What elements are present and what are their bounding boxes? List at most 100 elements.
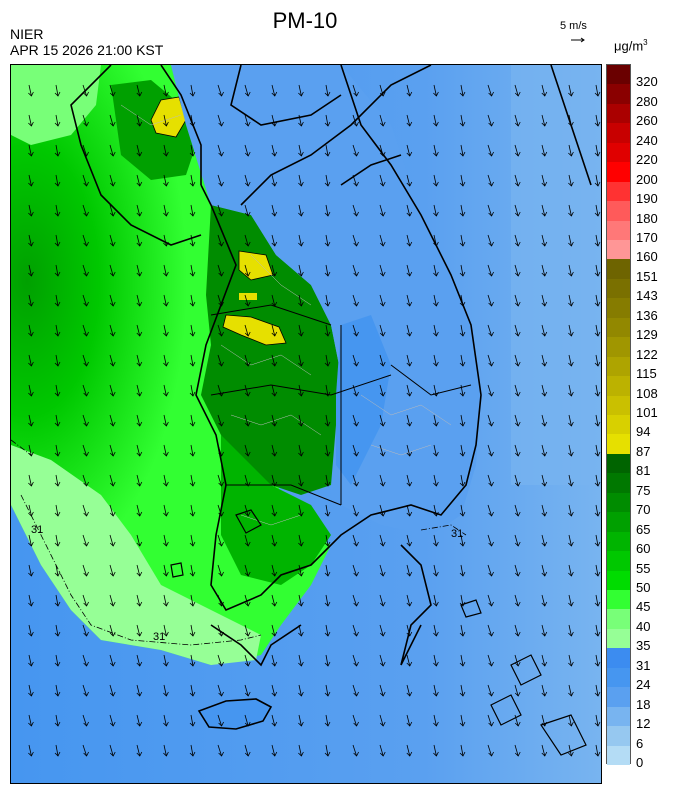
legend-swatch: [607, 240, 630, 260]
wind-arrow-icon: [514, 474, 521, 487]
wind-arrow-icon: [244, 84, 251, 97]
wind-arrow-icon: [459, 624, 466, 637]
wind-arrow-icon: [541, 174, 548, 187]
wind-arrow-icon: [244, 594, 251, 607]
wind-arrow-icon: [271, 114, 278, 127]
legend-swatch: [607, 531, 630, 552]
wind-arrow-icon: [244, 174, 251, 187]
wind-arrow-icon: [594, 564, 601, 577]
wind-arrow-icon: [352, 504, 359, 517]
wind-arrow-icon: [136, 144, 143, 157]
wind-arrow-icon: [352, 474, 359, 487]
wind-arrow-icon: [487, 564, 494, 577]
wind-arrow-icon: [541, 744, 548, 757]
wind-arrow-icon: [379, 504, 386, 517]
wind-arrow-icon: [271, 474, 278, 487]
wind-arrow-icon: [459, 264, 466, 277]
wind-arrow-icon: [163, 204, 169, 217]
wind-arrow-icon: [406, 594, 413, 607]
wind-arrow-icon: [379, 744, 386, 757]
wind-arrow-icon: [487, 684, 494, 697]
wind-arrow-icon: [271, 684, 278, 697]
wind-arrow-icon: [271, 624, 278, 637]
wind-arrow-icon: [459, 234, 466, 247]
wind-arrow-icon: [217, 264, 224, 277]
wind-arrow-icon: [459, 744, 466, 757]
wind-arrow-icon: [406, 234, 413, 247]
wind-arrow-icon: [298, 684, 304, 697]
wind-reference-label: 5 m/s: [560, 20, 587, 32]
wind-arrow-icon: [54, 444, 61, 457]
wind-arrow-icon: [54, 204, 61, 217]
wind-arrow-icon: [324, 684, 331, 697]
legend-swatch: [607, 590, 630, 610]
wind-arrow-icon: [189, 564, 196, 577]
wind-arrow-icon: [82, 294, 89, 307]
contour-31-lines: [11, 439, 467, 646]
legend-swatch: [607, 609, 630, 630]
wind-arrow-icon: [82, 264, 89, 277]
wind-arrow-icon: [406, 744, 413, 757]
wind-arrow-icon: [487, 474, 494, 487]
wind-arrow-icon: [541, 234, 548, 247]
wind-arrow-icon: [82, 714, 89, 727]
wind-arrow-icon: [271, 84, 278, 97]
wind-arrow-icon: [568, 294, 574, 307]
wind-arrow-icon: [109, 354, 116, 367]
wind-arrow-icon: [217, 144, 224, 157]
wind-arrow-icon: [189, 534, 196, 547]
wind-arrow-icon: [352, 534, 359, 547]
northwest-light-zone: [11, 65, 101, 145]
wind-arrow-icon: [324, 84, 331, 97]
wind-arrow-icon: [163, 174, 169, 187]
wind-arrow-icon: [459, 144, 466, 157]
legend-label: 122: [636, 346, 658, 362]
wind-arrow-icon: [487, 84, 494, 97]
wind-arrow-icon: [217, 414, 224, 427]
wind-arrow-icon: [298, 354, 304, 367]
wind-arrow-icon: [109, 204, 116, 217]
wind-arrow-icon: [541, 114, 548, 127]
wind-arrow-icon: [324, 294, 331, 307]
wind-arrow-icon: [324, 594, 331, 607]
wind-arrow-icon: [406, 114, 413, 127]
wind-arrow-icon: [568, 324, 574, 337]
legend-label: 151: [636, 268, 658, 284]
wind-arrow-icon: [324, 744, 331, 757]
wind-arrow-icon: [514, 654, 521, 667]
wind-arrow-icon: [54, 324, 61, 337]
legend-swatch: [607, 65, 630, 85]
legend-label: 108: [636, 385, 658, 401]
wind-arrow-icon: [109, 564, 116, 577]
wind-arrow-icon: [379, 174, 386, 187]
wind-arrow-icon: [136, 744, 143, 757]
wind-arrow-icon: [541, 144, 548, 157]
wind-arrow-icon: [109, 534, 116, 547]
wind-arrow-icon: [189, 234, 196, 247]
legend-label: 101: [636, 405, 658, 420]
wind-arrow-icon: [594, 174, 601, 187]
wind-arrow-icon: [271, 174, 278, 187]
wind-arrow-icon: [568, 354, 574, 367]
wind-arrow-icon: [163, 144, 169, 157]
wind-arrow-icon: [244, 144, 251, 157]
wind-reference-arrow-icon: [571, 37, 585, 43]
wind-arrow-icon: [163, 714, 169, 727]
wind-arrow-icon: [568, 444, 574, 457]
wind-arrow-icon: [594, 624, 601, 637]
wind-arrow-icon: [189, 204, 196, 217]
wind-arrow-icon: [594, 684, 601, 697]
wind-arrow-icon: [433, 114, 439, 127]
wind-arrow-icon: [541, 444, 548, 457]
wind-arrow-icon: [541, 654, 548, 667]
legend-label: 240: [636, 132, 658, 148]
wind-arrow-icon: [163, 624, 169, 637]
wind-arrow-icon: [514, 84, 521, 97]
wind-arrow-icon: [459, 564, 466, 577]
wind-arrow-icon: [298, 744, 304, 757]
wind-arrow-icon: [217, 594, 224, 607]
wind-arrow-icon: [487, 594, 494, 607]
wind-arrow-icon: [352, 114, 359, 127]
wind-arrow-icon: [217, 204, 224, 217]
wind-arrow-icon: [136, 714, 143, 727]
